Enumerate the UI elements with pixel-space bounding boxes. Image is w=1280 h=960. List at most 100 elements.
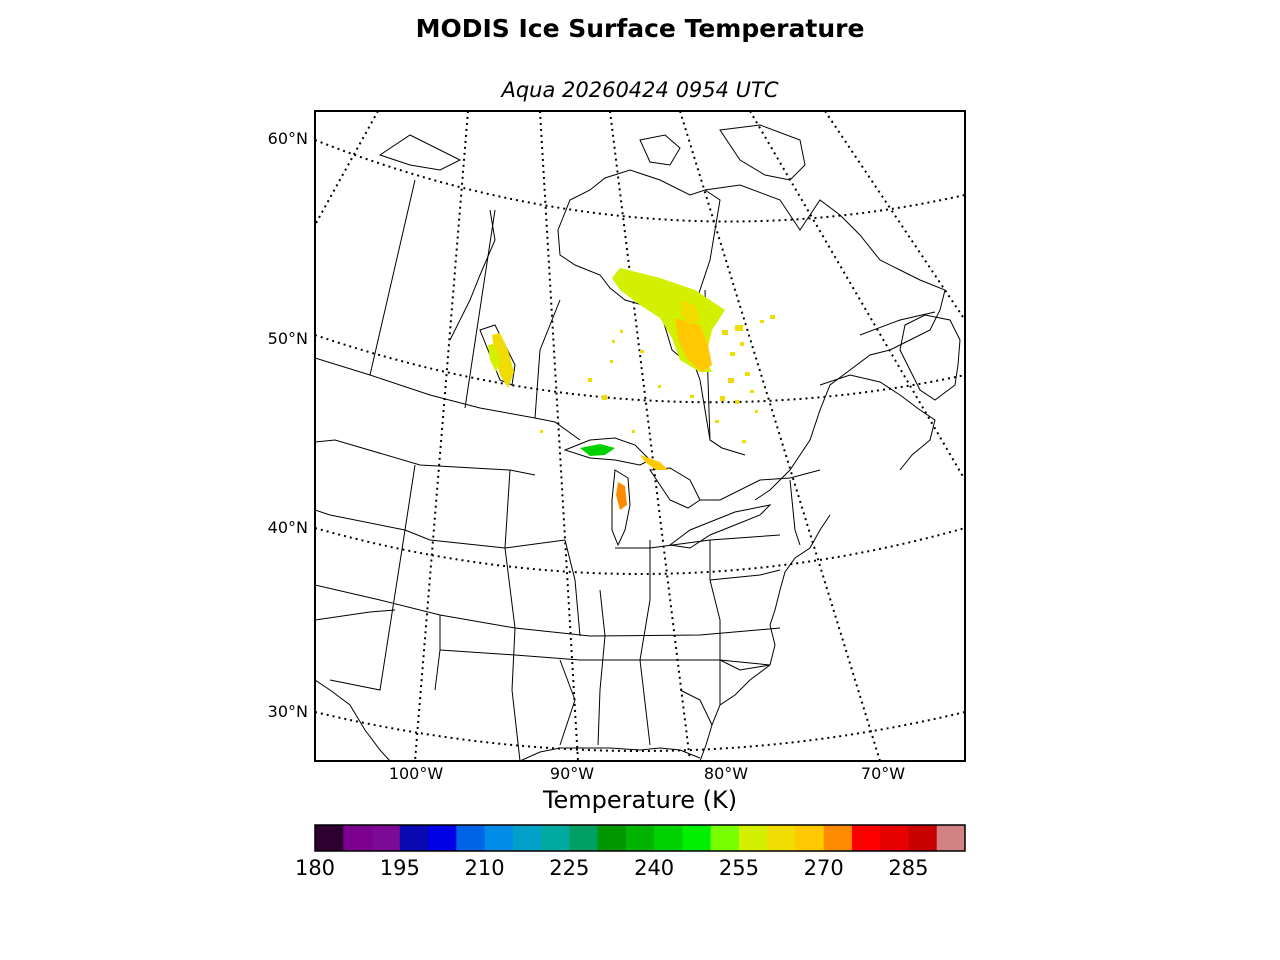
- lon-line-110: [315, 111, 379, 226]
- colorbar-swatch: [569, 825, 599, 851]
- james-bay-coast: [557, 229, 691, 366]
- state-misc-4: [615, 534, 781, 549]
- hudson-bay-coast: [557, 169, 746, 456]
- state-misc-6: [315, 609, 396, 621]
- political-borders: [315, 179, 936, 761]
- colorbar-swatch: [795, 825, 825, 851]
- st-lawrence-gulf: [819, 374, 936, 471]
- colorbar-swatch: [625, 825, 655, 851]
- state-misc-2: [559, 659, 576, 746]
- lake-superior-ice-orange: [640, 455, 668, 470]
- colorbar-swatch: [428, 825, 457, 851]
- colorbar-tick-label: 180: [294, 856, 336, 880]
- baffin-island: [719, 124, 806, 181]
- state-col-6: [789, 479, 801, 546]
- state-misc-3: [564, 539, 581, 637]
- colorbar-swatch: [880, 825, 909, 851]
- colorbar-label: Temperature (K): [542, 786, 738, 814]
- lake-michigan: [611, 469, 631, 547]
- lat-label-40: 40°N: [267, 518, 308, 537]
- lake-winnipeg-ice-green: [488, 344, 500, 372]
- state-row-2: [315, 509, 566, 549]
- colorbar-swatch: [512, 825, 542, 851]
- lon-line-60: [749, 111, 965, 481]
- colorbar-swatch: [371, 825, 401, 851]
- state-row-1: [315, 439, 536, 476]
- colorbar-swatch: [399, 825, 429, 851]
- colorbar-frame: [314, 824, 966, 852]
- colorbar-tick-label: 225: [549, 856, 590, 880]
- labrador-coast: [704, 184, 946, 501]
- map-frame: [314, 110, 966, 762]
- lon-line-100: [414, 111, 469, 761]
- ice-temperature-overlay: [488, 268, 775, 510]
- colorbar-swatch: [851, 825, 881, 851]
- coastlines: [315, 124, 961, 761]
- colorbar-swatch: [541, 825, 570, 851]
- colorbar-swatch: [597, 825, 627, 851]
- colorbar-swatch: [484, 825, 514, 851]
- colorbar-tick-label: 285: [888, 856, 929, 880]
- lake-michigan-ice-orange: [616, 482, 627, 510]
- colorbar-swatch: [908, 825, 938, 851]
- colorbar-swatch: [738, 825, 768, 851]
- colorbar-tick-label: 195: [379, 856, 420, 880]
- lon-line-80: [609, 111, 691, 761]
- colorbar-swatch: [343, 825, 373, 851]
- state-row-4: [439, 649, 771, 666]
- colorbar-swatch: [823, 825, 853, 851]
- newfoundland-coast: [899, 314, 961, 401]
- colorbar: [315, 825, 966, 851]
- alberta-sask-border: [369, 179, 416, 376]
- state-misc-1: [434, 615, 441, 691]
- colorbar-swatch: [654, 825, 683, 851]
- quebec-labrador-border: [859, 311, 936, 336]
- state-col-4: [639, 540, 651, 746]
- colorbar-swatch: [767, 825, 796, 851]
- pacific-edge: [315, 679, 391, 761]
- west-hudson-coast: [449, 209, 496, 341]
- colorbar-tick-label: 210: [464, 856, 505, 880]
- colorbar-swatch: [710, 825, 740, 851]
- colorbar-swatch: [315, 825, 344, 851]
- map-title: MODIS Ice Surface Temperature: [415, 14, 865, 43]
- colorbar-swatch: [682, 825, 712, 851]
- lon-label-80w: 80°W: [703, 764, 749, 783]
- nunavut-islands: [378, 134, 462, 171]
- colorbar-tick-label: 240: [634, 856, 675, 880]
- lat-label-60: 60°N: [267, 129, 308, 148]
- quebec-scattered-ice: [540, 315, 775, 443]
- southampton-island: [639, 134, 681, 166]
- state-misc-8: [679, 689, 713, 726]
- atlantic-coast: [699, 514, 831, 761]
- sask-manitoba-border: [464, 209, 496, 409]
- lon-label-90w: 90°W: [549, 764, 595, 783]
- state-col-3: [597, 589, 606, 746]
- us-canada-east-border: [700, 469, 821, 501]
- lat-line-60: [315, 139, 965, 223]
- map-area: [315, 111, 965, 761]
- colorbar-tick-label: 255: [718, 856, 759, 880]
- lon-label-100w: 100°W: [388, 764, 444, 783]
- state-col-2: [504, 469, 521, 761]
- lake-huron: [649, 467, 701, 509]
- longitude-graticule: [315, 111, 965, 761]
- lat-label-50: 50°N: [267, 329, 308, 348]
- james-bay-ice-orange: [675, 318, 712, 372]
- lake-winnipeg-ice: [492, 333, 514, 388]
- lon-line-90: [539, 111, 579, 761]
- hudson-bay-ice-gold: [680, 300, 700, 325]
- state-col-5: [709, 540, 721, 705]
- lon-label-70w: 70°W: [860, 764, 906, 783]
- map-subtitle: Aqua 20260424 0954 UTC: [501, 78, 779, 102]
- colorbar-tick-label: 270: [803, 856, 844, 880]
- gulf-coast: [519, 747, 701, 761]
- manitoba-ontario-border: [534, 299, 561, 419]
- state-misc-7: [719, 659, 771, 671]
- colorbar-swatch: [456, 825, 486, 851]
- lake-erie-ontario: [668, 504, 772, 549]
- state-misc-5: [709, 569, 781, 581]
- latitude-graticule: [315, 139, 965, 752]
- lat-line-40: [315, 527, 965, 575]
